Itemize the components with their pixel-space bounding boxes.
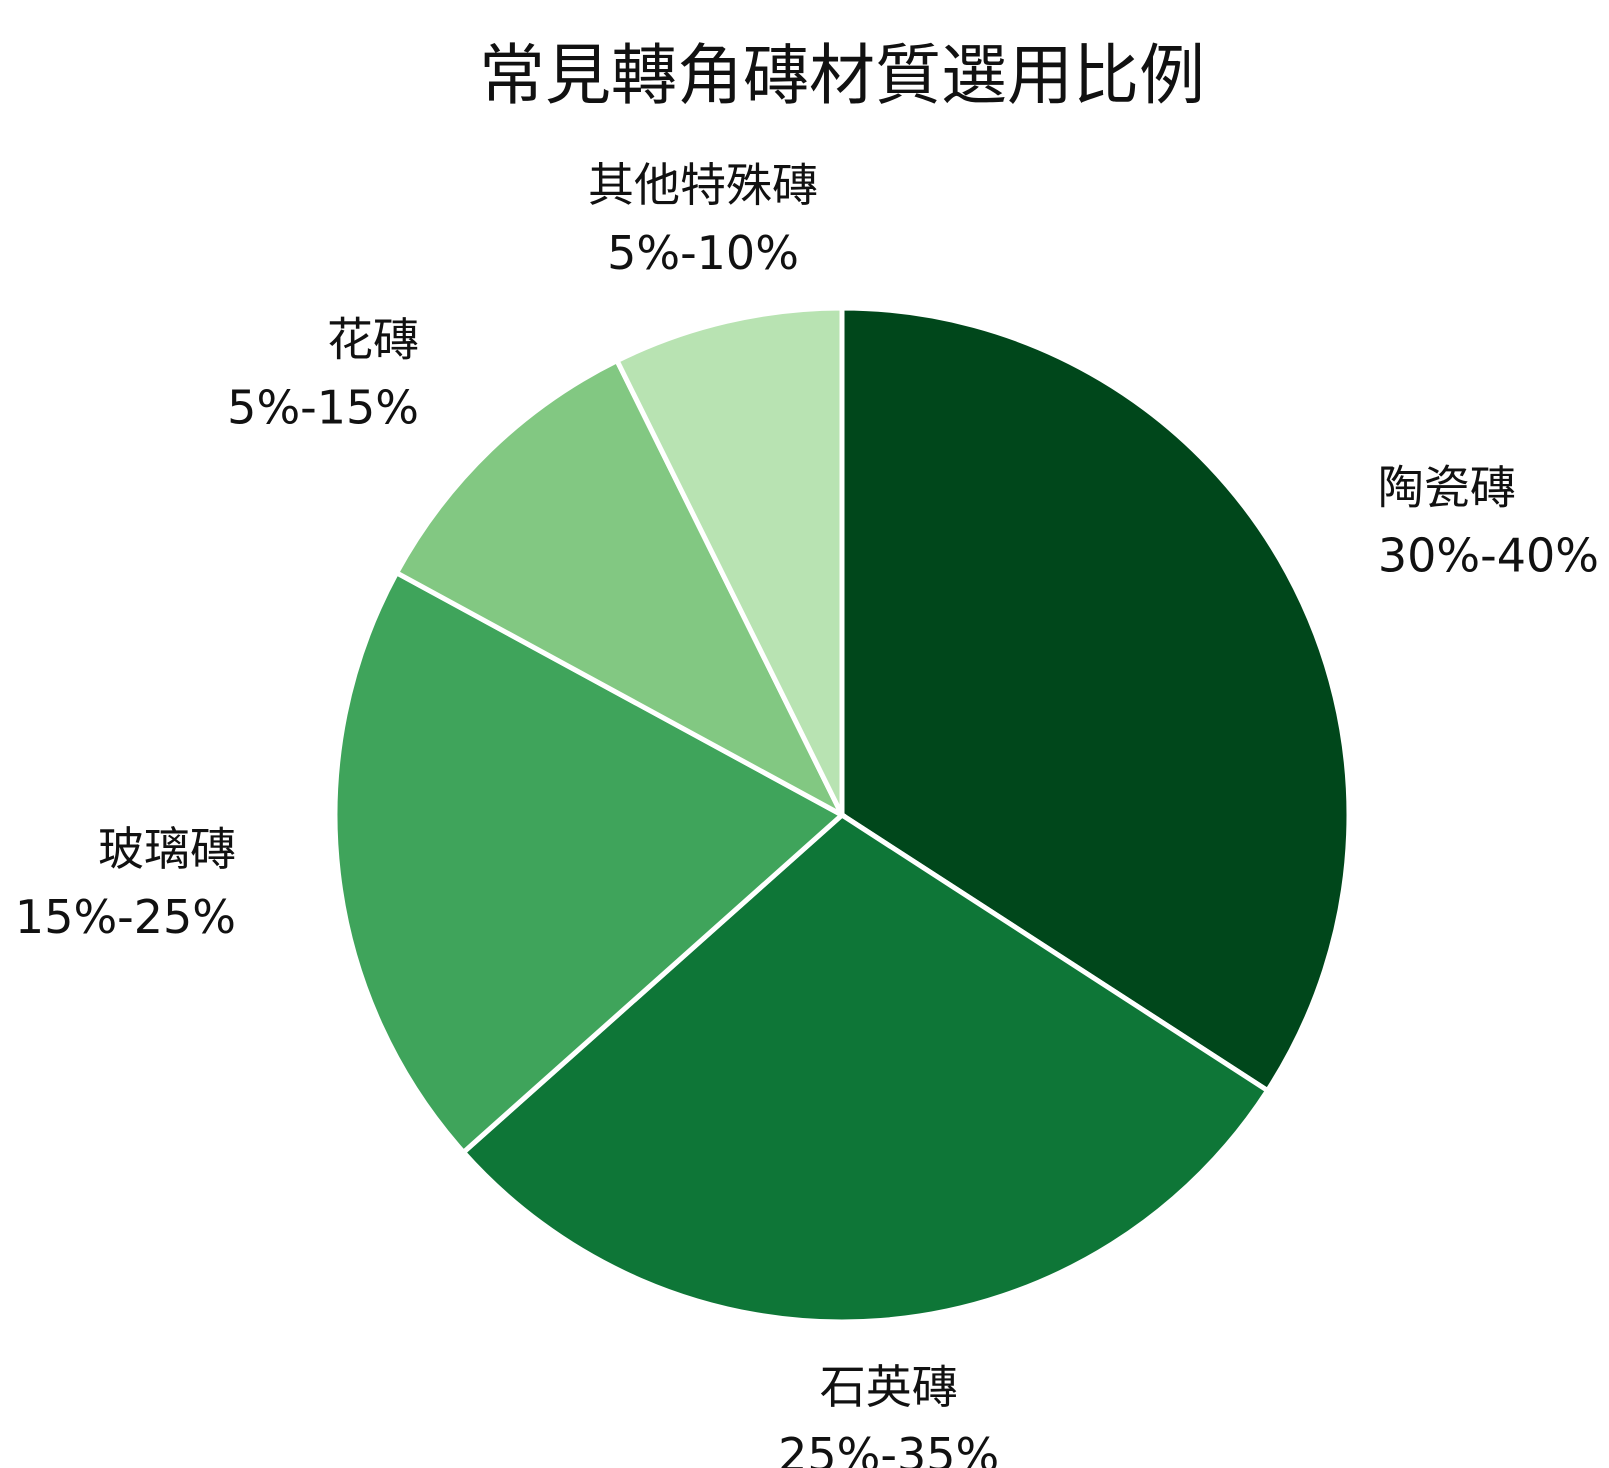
- slice-label-name: 其他特殊磚: [588, 158, 818, 212]
- slice-label-range: 5%-15%: [227, 380, 419, 434]
- slice-label-name: 陶瓷磚: [1378, 461, 1516, 515]
- pie-slice-4: [393, 357, 848, 821]
- slice-label-1: 陶瓷磚 30%-40%: [1378, 461, 1599, 583]
- chart-title: 常見轉角磚材質選用比例: [479, 37, 1205, 114]
- pie-slice-2: [459, 811, 1272, 1325]
- slice-label-name: 花磚: [327, 312, 419, 366]
- slice-label-range: 15%-25%: [15, 890, 236, 944]
- slice-label-range: 25%-35%: [778, 1428, 999, 1468]
- slice-label-range: 30%-40%: [1378, 529, 1599, 583]
- pie-labels: 陶瓷磚 30%-40% 石英磚 25%-35% 玻璃磚 15%-25% 花磚 5%-15% 其他…: [15, 158, 1599, 1468]
- pie-slices: [332, 305, 1352, 1325]
- slice-label-name: 玻璃磚: [98, 822, 236, 876]
- slice-label-3: 玻璃磚 15%-25%: [15, 822, 236, 944]
- slice-label-4: 花磚 5%-15%: [227, 312, 419, 434]
- slice-label-range: 5%-10%: [607, 226, 799, 280]
- pie-slice-5: [613, 305, 845, 817]
- slice-label-name: 石英磚: [820, 1360, 958, 1414]
- slice-label-5: 其他特殊磚 5%-10%: [588, 158, 818, 280]
- pie-slice-3: [332, 569, 847, 1156]
- slice-label-2: 石英磚 25%-35%: [778, 1360, 999, 1468]
